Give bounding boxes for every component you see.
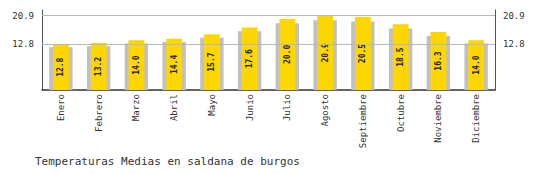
- svg-text:14.0: 14.0: [472, 55, 481, 74]
- svg-text:20.9: 20.9: [503, 11, 525, 21]
- svg-text:Temperaturas Medias en saldana: Temperaturas Medias en saldana de burgos: [35, 155, 300, 168]
- svg-text:12.8: 12.8: [12, 39, 34, 49]
- svg-text:16.3: 16.3: [434, 51, 443, 70]
- svg-text:20.5: 20.5: [358, 44, 367, 63]
- svg-text:12.8: 12.8: [56, 57, 65, 76]
- svg-text:12.8: 12.8: [503, 39, 525, 49]
- svg-text:Agosto: Agosto: [320, 94, 330, 127]
- svg-text:14.0: 14.0: [132, 55, 141, 74]
- svg-text:17.6: 17.6: [245, 49, 254, 68]
- svg-text:Julio: Julio: [282, 94, 292, 121]
- svg-text:Noviembre: Noviembre: [433, 94, 443, 143]
- svg-text:Junio: Junio: [245, 94, 255, 121]
- svg-text:20.9: 20.9: [12, 11, 34, 21]
- svg-text:Octubre: Octubre: [396, 94, 406, 132]
- svg-text:14.4: 14.4: [170, 55, 179, 74]
- svg-text:Diciembre: Diciembre: [471, 94, 481, 143]
- svg-text:Abril: Abril: [169, 94, 179, 121]
- svg-text:Mayo: Mayo: [207, 94, 217, 116]
- svg-text:20.0: 20.0: [283, 45, 292, 64]
- svg-text:Septiembre: Septiembre: [358, 94, 368, 148]
- svg-text:Enero: Enero: [56, 94, 66, 121]
- svg-text:18.5: 18.5: [396, 47, 405, 66]
- svg-text:20.9: 20.9: [321, 43, 330, 62]
- svg-text:13.2: 13.2: [94, 57, 103, 76]
- svg-text:15.7: 15.7: [207, 52, 216, 71]
- svg-text:Febrero: Febrero: [94, 94, 104, 132]
- svg-text:Marzo: Marzo: [131, 94, 141, 121]
